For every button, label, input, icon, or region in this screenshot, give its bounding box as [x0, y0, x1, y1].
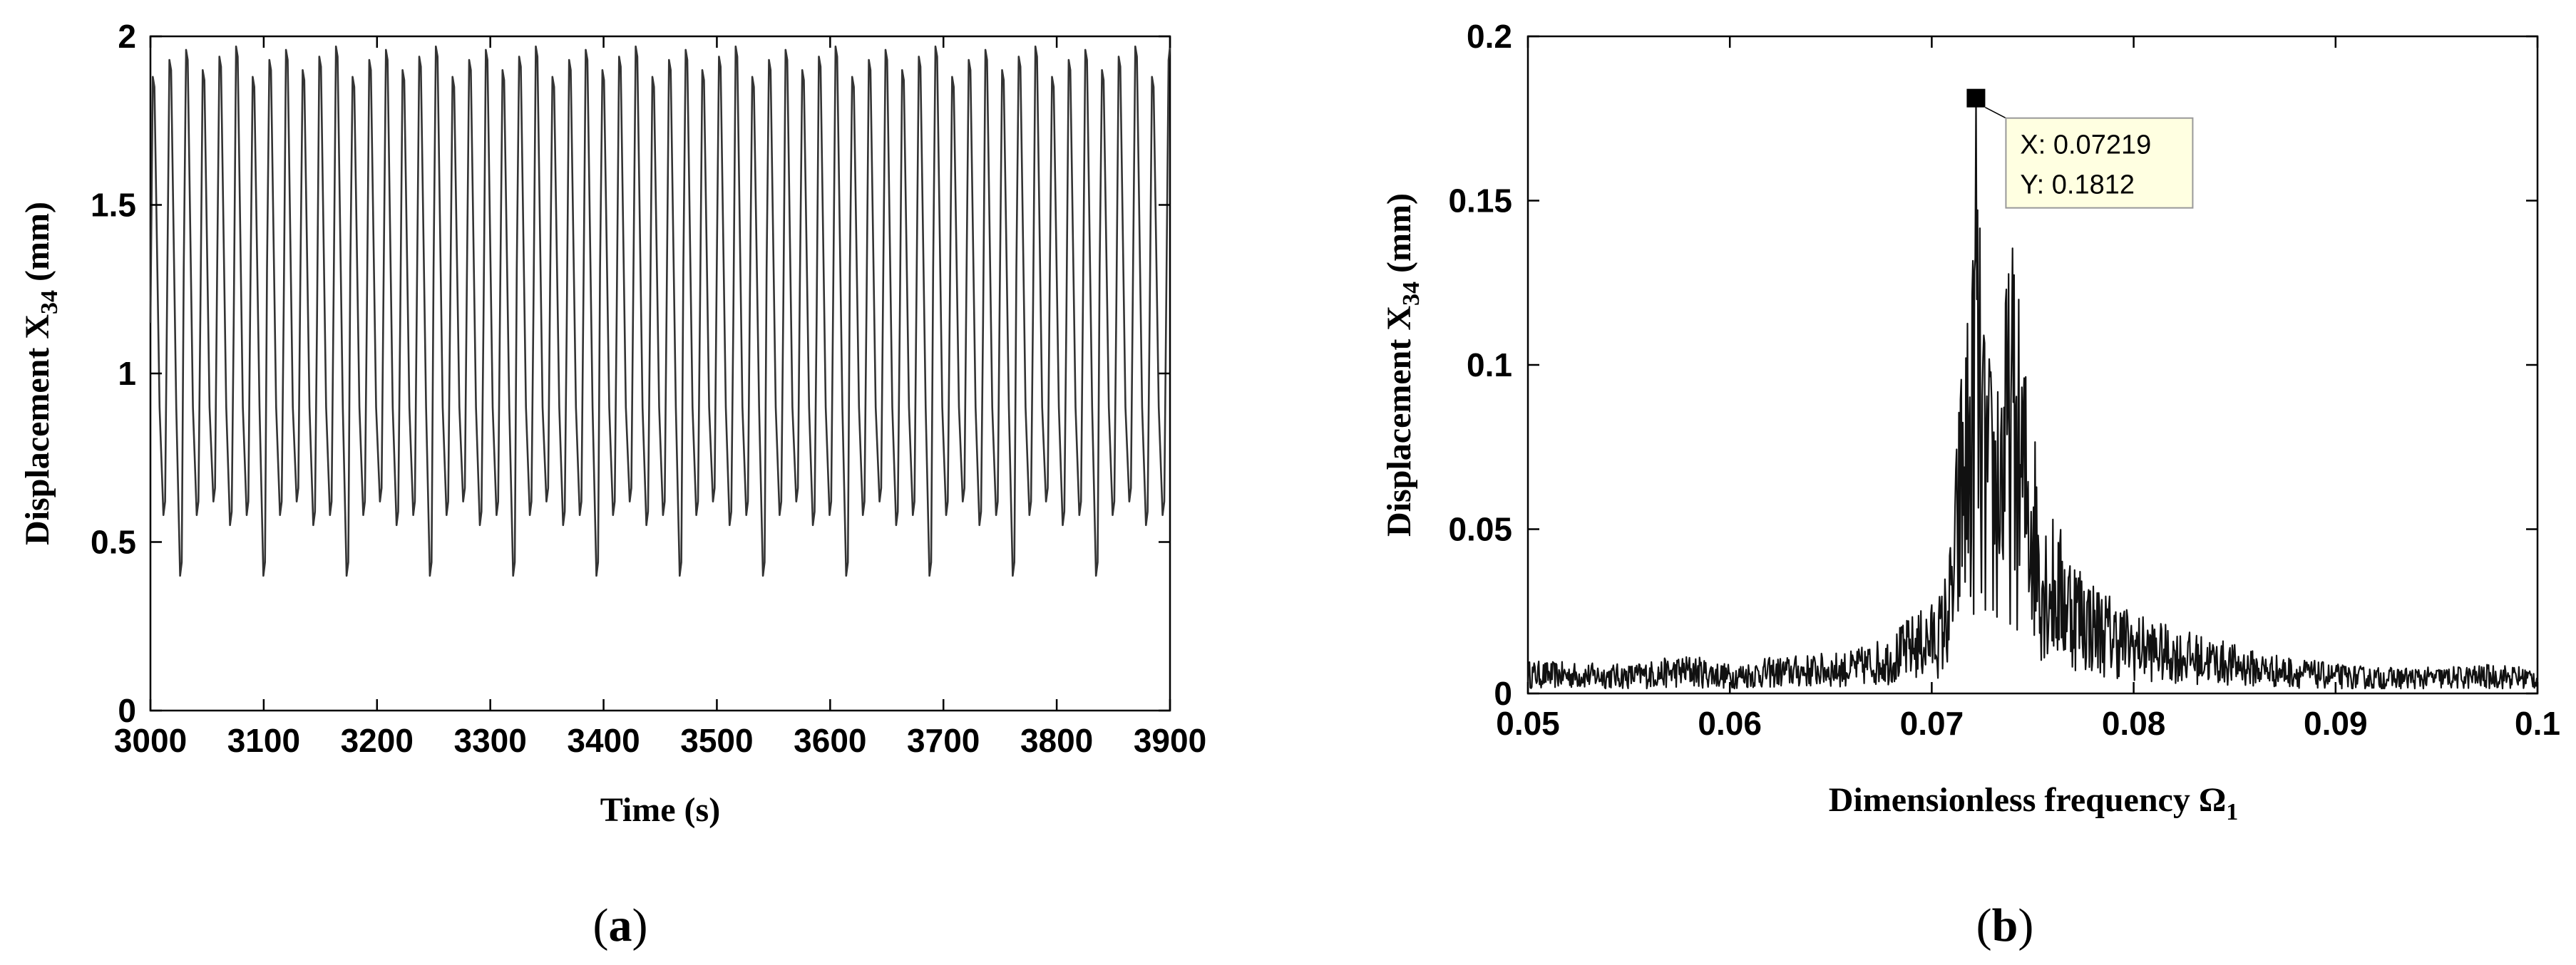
- chart-a: 3000 3100 3200 3300 3400 3500 3600 3700 3800 3900…: [19, 18, 1206, 951]
- chart-a-x-tick-label: 3000: [114, 722, 187, 759]
- chart-b-y-axis-label: Displacement X34 (mm): [1380, 193, 1425, 537]
- chart-a-y-axis-label-sub: 34: [36, 290, 63, 314]
- chart-a-y-tick-label: 1: [118, 355, 136, 392]
- chart-a-x-tick-label: 3200: [341, 722, 414, 759]
- chart-b-x-tick-label: 0.08: [2102, 705, 2166, 742]
- panel-letter-b: b: [1992, 899, 2018, 951]
- chart-b-y-axis-label-unit: (mm): [1380, 193, 1418, 282]
- chart-b-frequency-spectrum: [1526, 97, 2539, 690]
- chart-a-y-tick-label: 1.5: [91, 187, 136, 224]
- datatip-leader: [1985, 107, 2006, 119]
- chart-a-time-signal: [149, 45, 1171, 577]
- chart-b-y-tick-label: 0.1: [1467, 346, 1512, 383]
- chart-a-x-tick-label: 3400: [567, 722, 640, 759]
- chart-a-x-tick-label: 3500: [680, 722, 753, 759]
- chart-a-y-axis-label-unit: (mm): [19, 202, 56, 290]
- chart-b-x-axis: 0.05 0.06 0.07 0.08 0.09 0.1: [1496, 36, 2560, 742]
- chart-a-x-tick-label: 3300: [453, 722, 526, 759]
- chart-b-x-tick-label: 0.1: [2515, 705, 2560, 742]
- chart-b-y-tick-label: 0: [1494, 675, 1512, 712]
- chart-a-y-tick-label: 0: [118, 692, 136, 729]
- chart-b-x-tick-label: 0.05: [1496, 705, 1560, 742]
- chart-b-x-axis-label-sub: 1: [2226, 799, 2238, 825]
- chart-a-y-axis-label: Displacement X34 (mm): [19, 202, 63, 545]
- chart-b-x-tick-label: 0.07: [1900, 705, 1964, 742]
- chart-a-y-tick-label: 2: [118, 18, 136, 55]
- datatip-y-text: Y: 0.1812: [2020, 170, 2135, 200]
- chart-b-y-axis: 0 0.05 0.1 0.15 0.2: [1448, 18, 2537, 712]
- chart-b-y-tick-label: 0.05: [1448, 511, 1512, 548]
- chart-a-y-tick-label: 0.5: [91, 524, 136, 561]
- chart-b-datatip[interactable]: X: 0.07219 Y: 0.1812: [1966, 88, 2194, 209]
- panel-letter-a: a: [609, 899, 632, 951]
- chart-a-y-axis: 0 0.5 1 1.5 2: [91, 18, 1170, 729]
- chart-b-y-tick-label: 0.15: [1448, 182, 1512, 220]
- datatip-marker[interactable]: [1966, 88, 1986, 108]
- datatip-x-text: X: 0.07219: [2020, 130, 2151, 160]
- chart-a-x-tick-label: 3600: [794, 722, 866, 759]
- chart-b-x-tick-label: 0.09: [2304, 705, 2368, 742]
- chart-a-x-tick-label: 3800: [1020, 722, 1093, 759]
- chart-a-x-axis-label: Time (s): [600, 791, 720, 829]
- chart-a-x-axis: 3000 3100 3200 3300 3400 3500 3600 3700 3800 3900: [114, 36, 1206, 759]
- chart-b-x-axis-label-main: Dimensionless frequency Ω: [1829, 781, 2227, 819]
- chart-a-plot-area: [149, 35, 1171, 712]
- chart-b-x-tick-label: 0.06: [1698, 705, 1762, 742]
- chart-b-x-axis-label: Dimensionless frequency Ω1: [1829, 781, 2239, 825]
- chart-a-x-tick-label: 3900: [1134, 722, 1206, 759]
- chart-a-y-axis-label-main: Displacement X: [19, 314, 56, 545]
- chart-b-y-tick-label: 0.2: [1467, 18, 1512, 55]
- panel-label-b: (b): [1976, 899, 2034, 951]
- datatip-box: [2005, 117, 2194, 209]
- chart-b-y-axis-label-main: Displacement X: [1380, 306, 1418, 537]
- chart-a-x-tick-label: 3100: [227, 722, 300, 759]
- panel-label-a: (a): [593, 899, 648, 951]
- chart-b-y-axis-label-sub: 34: [1398, 282, 1425, 306]
- chart-b: 0.05 0.06 0.07 0.08 0.09 0.1 00.050.10.150.2 …: [1380, 18, 2560, 951]
- chart-a-x-tick-label: 3700: [907, 722, 980, 759]
